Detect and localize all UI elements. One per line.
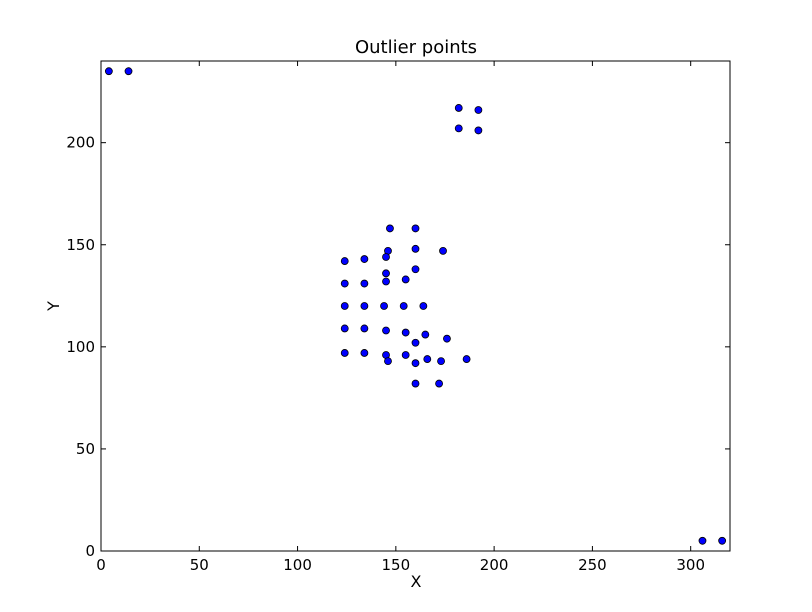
data-point [437,357,445,366]
data-point [360,324,369,333]
data-point [419,302,428,310]
data-point [340,324,349,333]
chart-title: Outlier points [355,37,477,58]
plot-area [100,60,731,552]
data-point [401,351,410,359]
y-tick-label: 50 [76,440,95,458]
y-tick-label: 200 [66,134,95,152]
x-tick-label: 0 [96,556,106,574]
data-point [474,106,483,114]
y-tick-label: 150 [66,236,95,254]
axis-ticks [100,61,730,552]
data-point [360,349,369,357]
data-point [384,357,392,366]
axis-tick-labels: 0 50 100 150 200 250 300 0 50 100 150 200 [66,134,705,574]
x-tick-label: 250 [578,556,607,574]
data-point [718,536,727,545]
data-point [340,279,349,288]
data-point [340,257,349,265]
data-point [124,67,133,76]
y-tick-label: 0 [85,542,95,560]
data-point [360,302,369,310]
data-point [340,302,349,310]
y-axis-label: Y [44,301,63,312]
data-point [423,355,432,363]
data-point [411,359,420,368]
data-point [698,536,707,545]
data-point [399,302,408,310]
x-tick-label: 100 [283,556,312,574]
data-point [382,253,390,261]
data-point [104,67,113,76]
data-point [421,330,430,339]
data-point [382,326,390,335]
x-tick-label: 50 [190,556,209,574]
data-point [340,349,349,357]
data-point [360,255,369,263]
data-point [380,302,388,310]
data-points [104,67,727,545]
data-point [382,269,390,278]
x-tick-label: 150 [382,556,411,574]
data-point [382,277,390,286]
x-tick-label: 300 [676,556,705,574]
data-point [411,224,420,233]
x-axis-label: X [411,572,422,591]
data-point [454,124,463,133]
data-point [435,379,443,388]
data-point [411,265,420,274]
data-point [443,334,451,343]
data-point [411,379,420,388]
data-point [474,126,483,135]
data-point [454,104,463,112]
data-point [411,338,420,347]
data-point [401,275,410,284]
x-tick-label: 200 [480,556,509,574]
data-point [401,328,410,337]
data-point [386,224,394,233]
data-point [411,244,420,253]
y-tick-label: 100 [66,338,95,356]
data-point [462,355,471,363]
data-point [439,246,447,255]
data-point [360,279,369,288]
